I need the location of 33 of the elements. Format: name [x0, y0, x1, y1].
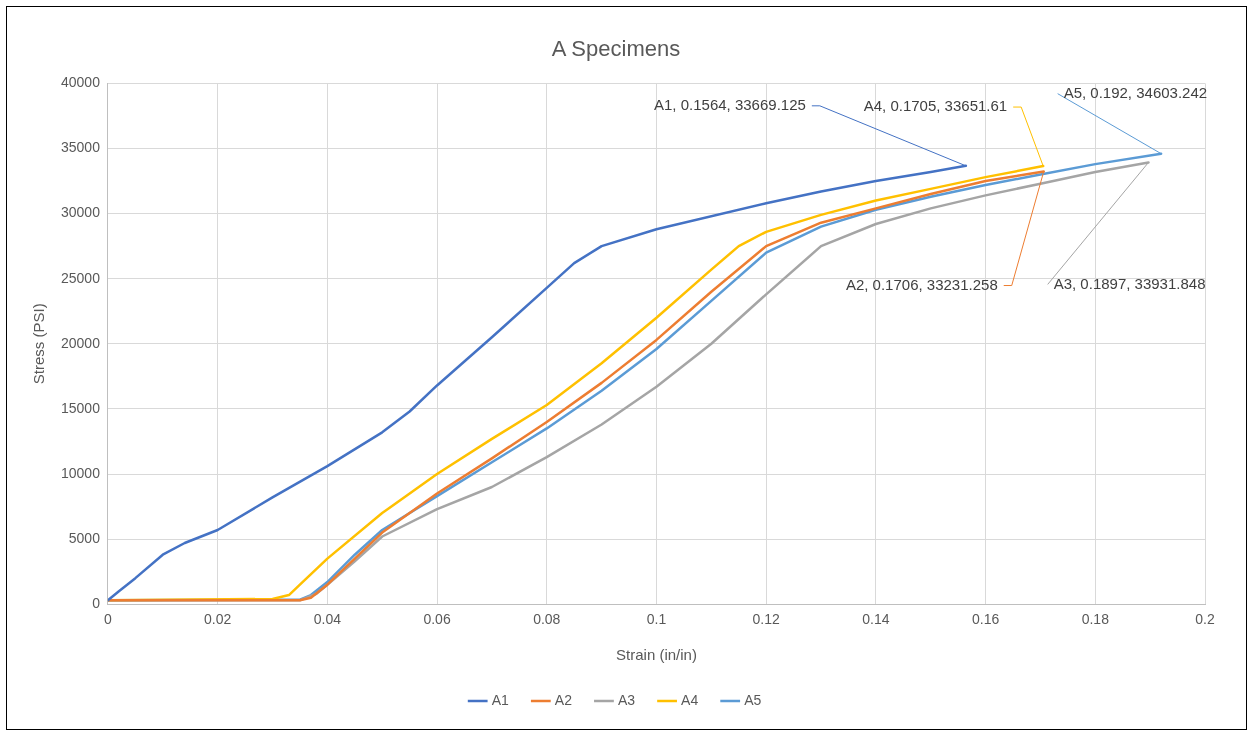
x-tick-label: 0.04	[313, 611, 342, 628]
annotation: A4, 0.1705, 33651.61	[863, 97, 1008, 115]
x-tick-label: 0.12	[752, 611, 781, 628]
y-axis-title: Stress (PSI)	[30, 303, 48, 385]
y-tick-label: 20000	[60, 334, 101, 351]
y-tick-label: 15000	[60, 399, 101, 416]
y-tick-label: 5000	[68, 529, 101, 546]
legend-label: A2	[554, 691, 573, 708]
y-tick-label: 25000	[60, 269, 101, 286]
x-tick-label: 0.02	[204, 611, 232, 628]
x-tick-label: 0.1	[646, 611, 667, 628]
chart-title: A Specimens	[551, 36, 681, 62]
annotation: A3, 0.1897, 33931.848	[1053, 274, 1206, 292]
legend-label: A1	[491, 691, 510, 708]
x-tick-label: 0.06	[423, 611, 451, 628]
legend-label: A3	[617, 691, 636, 708]
y-tick-label: 0	[92, 595, 101, 612]
x-axis-title: Strain (in/in)	[616, 646, 697, 664]
x-tick-label: 0	[104, 611, 113, 628]
x-tick-label: 0.18	[1081, 611, 1110, 628]
x-tick-label: 0.16	[971, 611, 1000, 628]
legend-label: A5	[744, 691, 762, 708]
annotation: A2, 0.1706, 33231.258	[845, 275, 998, 293]
annotation: A5, 0.192, 34603.242	[1063, 83, 1208, 101]
y-tick-label: 40000	[60, 74, 101, 91]
annotation: A1, 0.1564, 33669.125	[654, 95, 806, 113]
y-tick-label: 35000	[60, 139, 101, 156]
legend-label: A4	[681, 691, 699, 708]
x-tick-label: 0.08	[533, 611, 561, 628]
y-tick-label: 10000	[60, 464, 101, 481]
x-tick-label: 0.14	[862, 611, 890, 628]
y-tick-label: 30000	[60, 204, 101, 221]
x-tick-label: 0.2	[1195, 611, 1215, 628]
